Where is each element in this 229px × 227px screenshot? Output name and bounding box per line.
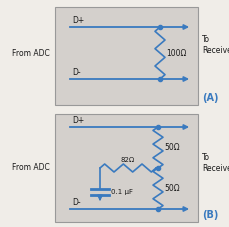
Text: D-: D-	[72, 68, 80, 77]
FancyBboxPatch shape	[55, 7, 197, 105]
Text: D-: D-	[72, 198, 80, 207]
Text: (A): (A)	[201, 93, 218, 103]
Text: To
Receiver: To Receiver	[201, 35, 229, 55]
FancyBboxPatch shape	[55, 114, 197, 222]
Text: D+: D+	[72, 16, 84, 25]
Text: 82Ω: 82Ω	[120, 157, 135, 163]
Text: 50Ω: 50Ω	[163, 184, 179, 193]
Text: To
Receiver: To Receiver	[201, 153, 229, 173]
Text: From ADC: From ADC	[12, 49, 50, 57]
Text: 50Ω: 50Ω	[163, 143, 179, 152]
Text: D+: D+	[72, 116, 84, 125]
Text: 0.1 μF: 0.1 μF	[111, 189, 132, 195]
Text: From ADC: From ADC	[12, 163, 50, 173]
Text: 100Ω: 100Ω	[165, 49, 185, 57]
Text: (B): (B)	[201, 210, 217, 220]
